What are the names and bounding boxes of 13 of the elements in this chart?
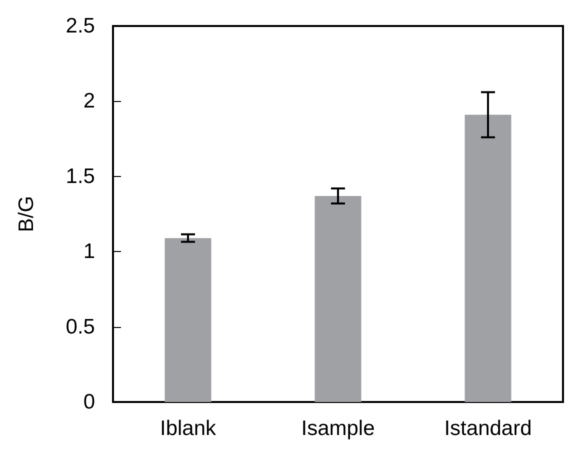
y-tick-label: 2 <box>83 90 95 113</box>
bar <box>164 238 212 402</box>
x-tick-label: Istandard <box>444 417 532 440</box>
y-tick-label: 1 <box>83 240 95 264</box>
y-axis-title: B/G <box>15 196 38 232</box>
x-tick-label: Isample <box>301 417 375 440</box>
y-tick-label: 0 <box>83 390 95 414</box>
y-tick-label: 0.5 <box>66 315 95 338</box>
y-tick-label: 2.5 <box>66 14 95 38</box>
y-tick-label: 1.5 <box>66 164 95 188</box>
bar <box>314 196 362 402</box>
x-tick-label: Iblank <box>160 417 217 440</box>
bar <box>464 114 512 402</box>
